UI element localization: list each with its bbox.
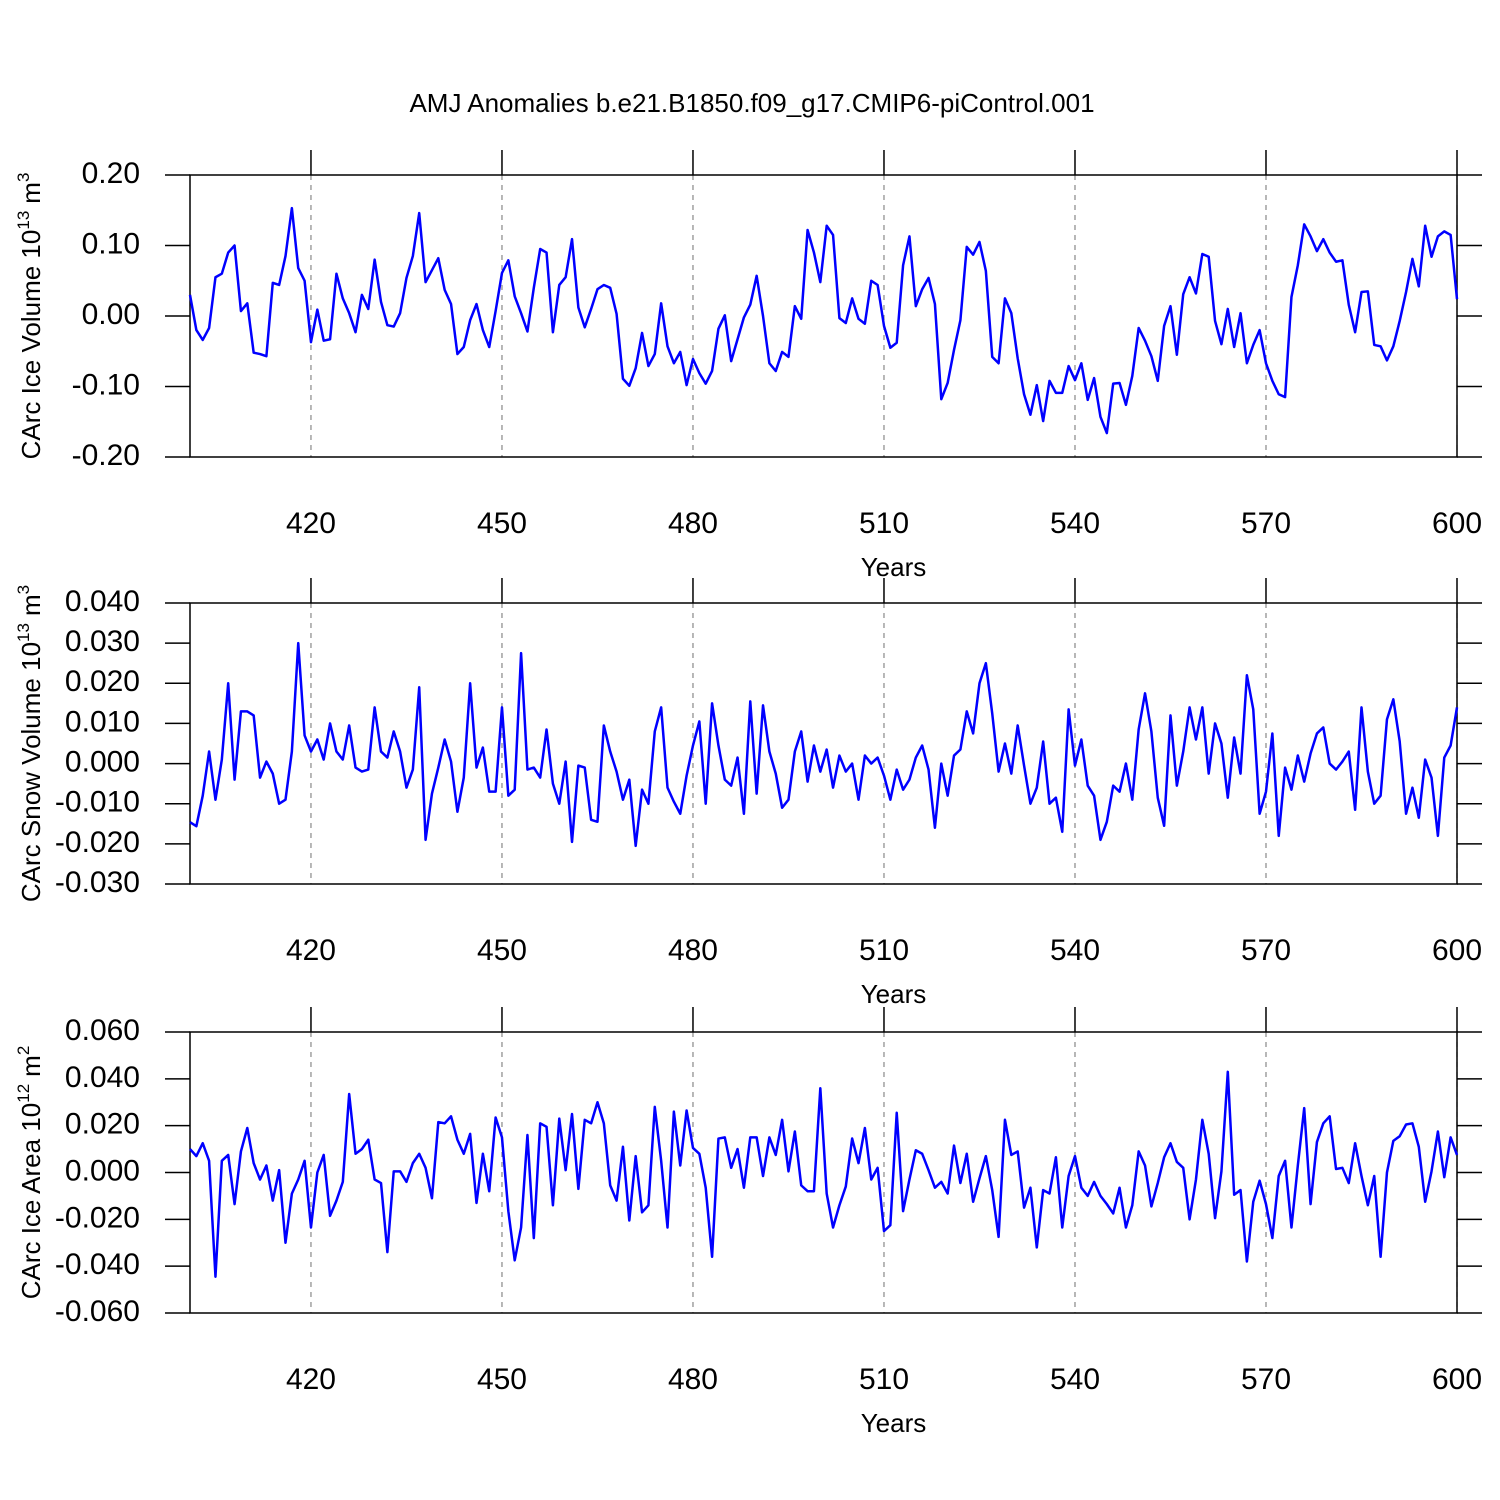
plot-frame [189,602,1458,885]
x-tick-label: 420 [286,1363,336,1396]
x-tick-label: 540 [1050,934,1100,967]
y-tick-label: 0.10 [82,227,140,260]
y-axis-label: CArc Ice Volume 1013 m3 [14,173,46,460]
y-axis-label-exponent: 12 [14,1084,33,1103]
x-tick-label: 450 [477,507,527,540]
y-axis-label: CArc Snow Volume 1013 m3 [14,585,46,902]
y-tick-label: 0.00 [82,298,140,331]
x-tick-label: 420 [286,934,336,967]
x-axis-label: Years [861,1408,927,1438]
y-tick-label: 0.000 [65,745,140,778]
y-tick-label: -0.20 [72,439,140,472]
y-axis-label-part: m [16,182,46,204]
y-axis-label-part: CArc Snow Volume 10 [16,642,46,902]
y-tick-label: 0.040 [65,585,140,618]
y-tick-label: 0.040 [65,1061,140,1094]
y-axis-label-exponent: 3 [14,585,33,594]
plot-frame [189,1031,1458,1314]
y-axis-label-exponent: 3 [14,173,33,182]
y-tick-label: -0.060 [55,1295,140,1328]
y-tick-label: 0.000 [65,1154,140,1187]
x-tick-label: 540 [1050,1363,1100,1396]
y-tick-label: -0.020 [55,1201,140,1234]
y-axis-label-exponent: 13 [14,623,33,642]
y-tick-label: -0.020 [55,826,140,859]
x-tick-label: 480 [668,507,718,540]
y-tick-label: -0.040 [55,1248,140,1281]
y-axis-label-exponent: 13 [14,211,33,230]
x-tick-label: 600 [1432,1363,1482,1396]
x-axis-label: Years [861,979,927,1009]
y-axis-label-part: m [16,594,46,616]
plot-frame [189,174,1458,458]
y-axis-label-part: CArc Ice Volume 10 [16,230,46,460]
x-tick-label: 600 [1432,934,1482,967]
y-axis-label: CArc Ice Area 1012 m2 [14,1046,46,1300]
x-tick-label: 450 [477,1363,527,1396]
y-tick-label: 0.010 [65,705,140,738]
x-tick-label: 540 [1050,507,1100,540]
data-line [188,206,1459,435]
chart-title: AMJ Anomalies b.e21.B1850.f09_g17.CMIP6-… [409,88,1094,118]
y-tick-label: 0.020 [65,1108,140,1141]
x-tick-label: 510 [859,1363,909,1396]
x-tick-label: 420 [286,507,336,540]
y-axis-label-part: CArc Ice Area 10 [16,1103,46,1300]
x-tick-label: 570 [1241,934,1291,967]
y-tick-label: 0.030 [65,625,140,658]
y-tick-label: -0.10 [72,368,140,401]
y-tick-label: -0.030 [55,866,140,899]
x-tick-label: 600 [1432,507,1482,540]
x-tick-label: 480 [668,934,718,967]
x-axis-label: Years [861,552,927,582]
x-tick-label: 510 [859,507,909,540]
x-tick-label: 570 [1241,1363,1291,1396]
y-tick-label: 0.060 [65,1014,140,1047]
x-tick-label: 480 [668,1363,718,1396]
x-tick-label: 570 [1241,507,1291,540]
y-axis-label-part: m [16,1055,46,1077]
data-line [189,641,1459,848]
y-tick-label: 0.20 [82,157,140,190]
x-tick-label: 450 [477,934,527,967]
y-tick-label: 0.020 [65,665,140,698]
x-tick-label: 510 [859,934,909,967]
y-tick-label: -0.010 [55,786,140,819]
y-axis-label-exponent: 2 [14,1046,33,1055]
data-line [189,1070,1459,1278]
